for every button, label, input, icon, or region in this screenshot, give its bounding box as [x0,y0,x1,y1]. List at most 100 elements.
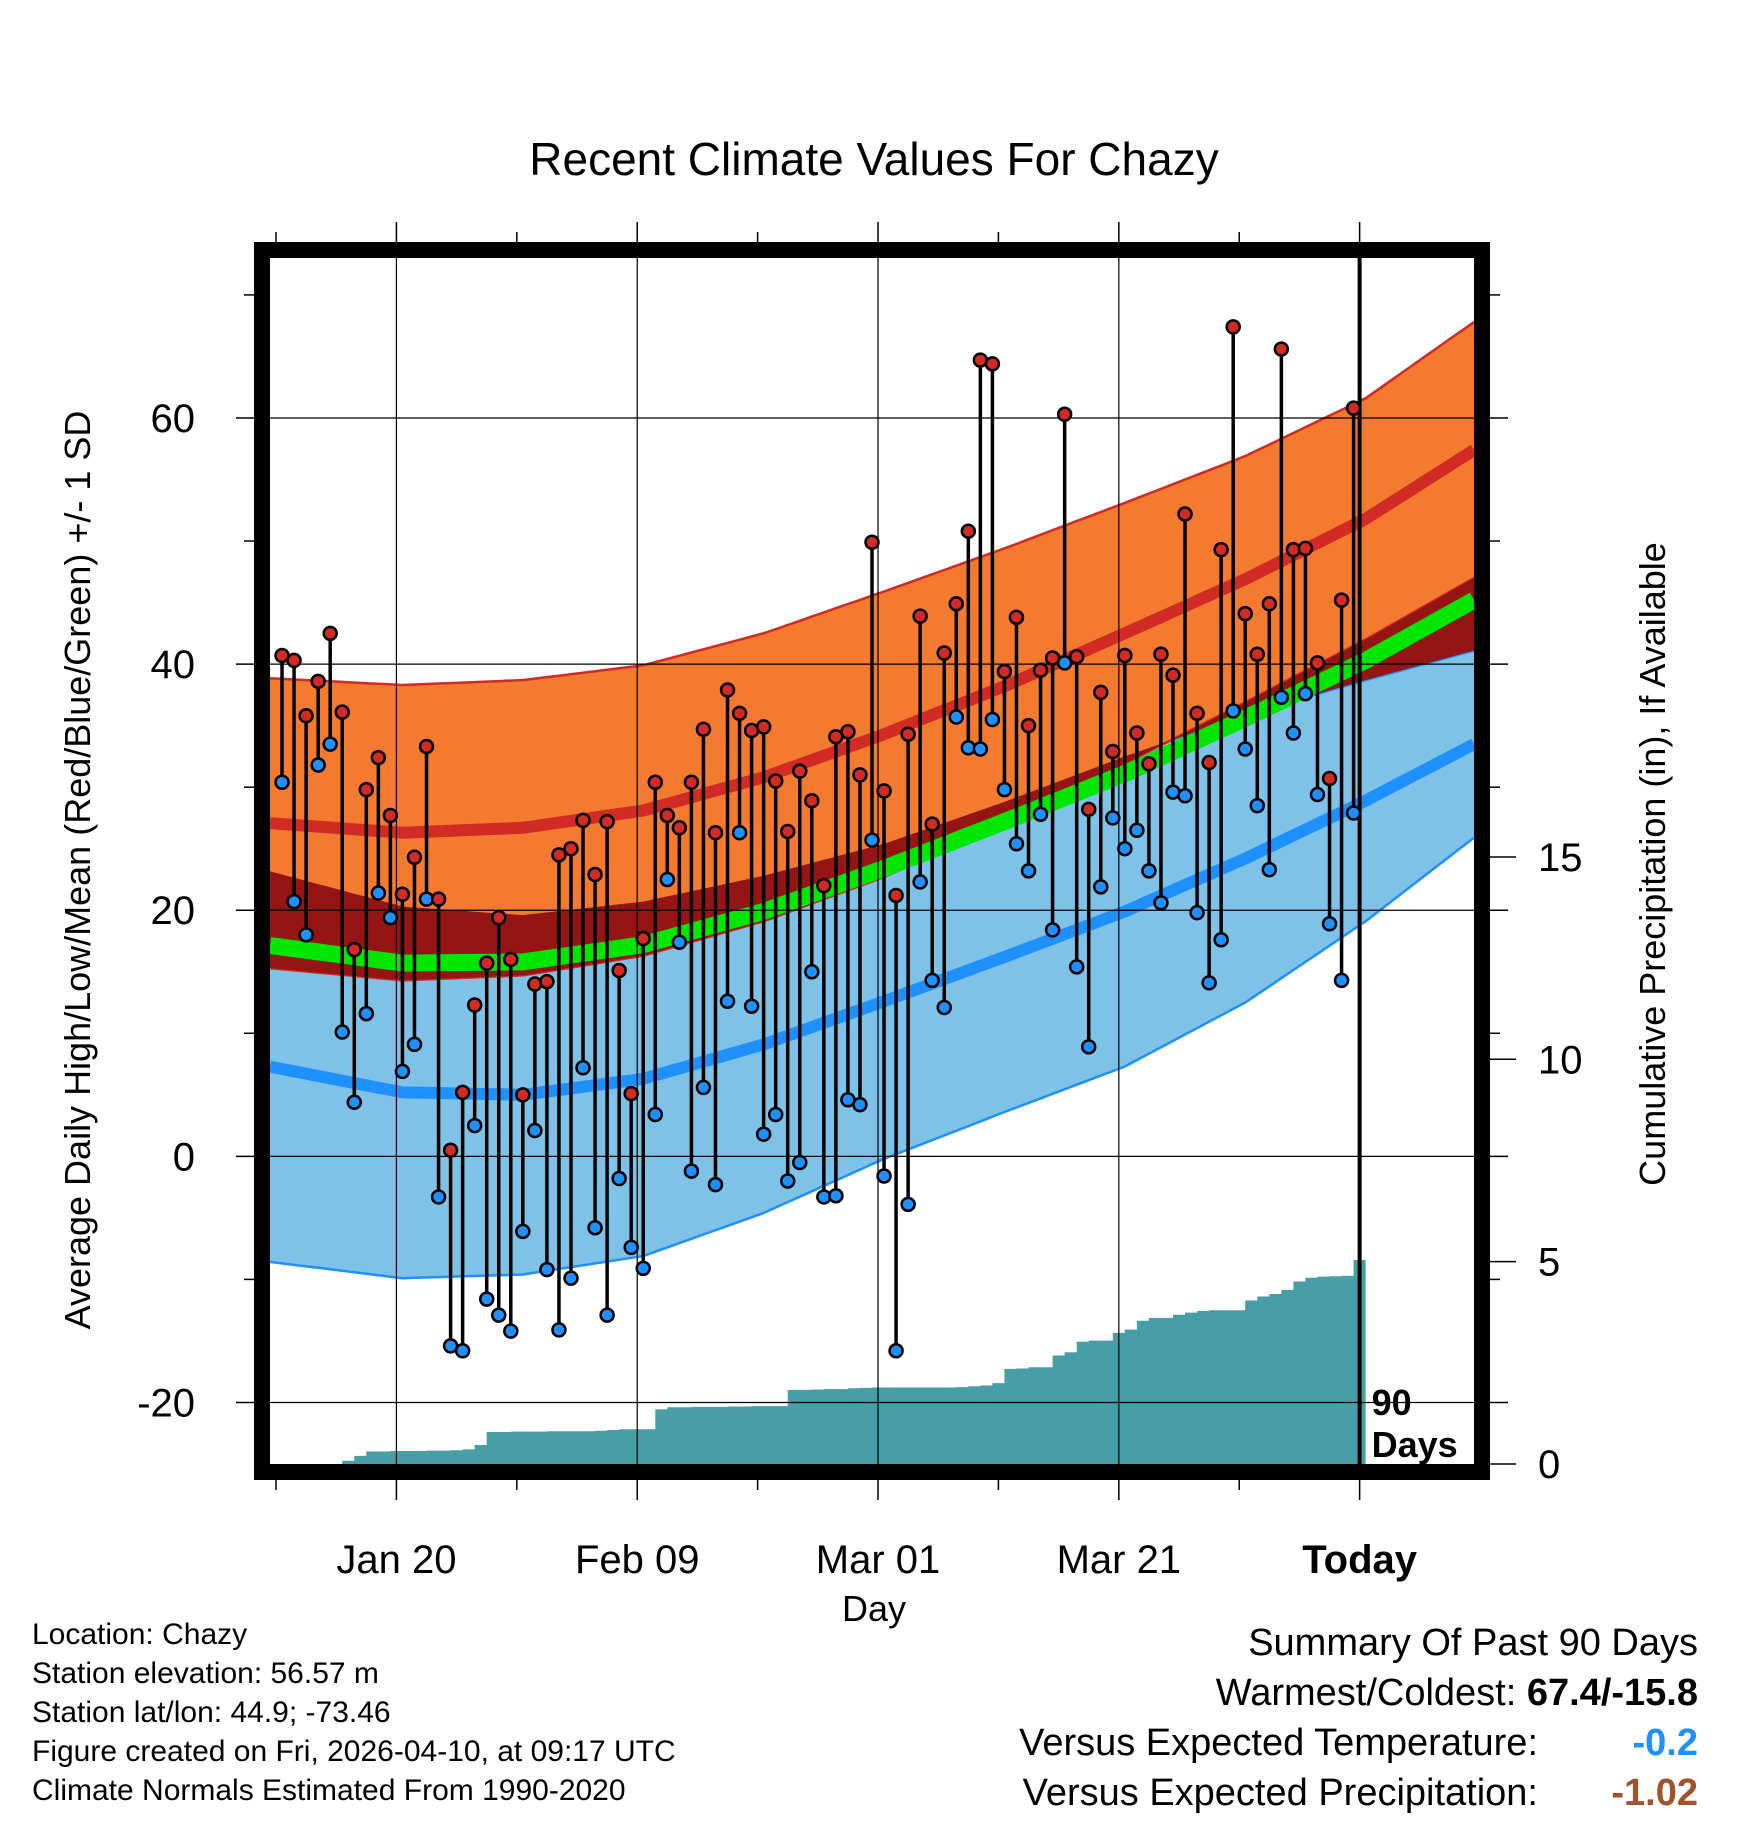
daily-low-point [599,1307,615,1323]
low-sd-lower-edge [269,836,1475,1280]
daily-high-point [1056,406,1073,423]
location-text: Location: Chazy [32,1618,248,1651]
daily-high-point [960,523,977,539]
daily-high-point [539,973,555,990]
daily-low-point [382,909,399,926]
axes: -20 0 20 40 60 0 5 10 15 Jan 20 Feb 09 Mar 01 Mar 21… [137,222,1583,1582]
daily-high-point [1008,609,1025,626]
summary-heading: Summary Of Past 90 Days [1248,1622,1698,1664]
daily-high-point [382,807,399,824]
daily-low-point [623,1239,639,1256]
daily-low-point [322,736,338,752]
daily-low-point [972,741,989,757]
daily-high-point [900,726,916,742]
daily-low-point [1105,810,1121,826]
daily-high-point [515,1087,531,1103]
daily-high-point [346,941,363,958]
daily-high-point [924,816,940,832]
daily-low-point [1032,806,1049,822]
daily-high-point [888,887,904,904]
daily-low-point [298,927,314,943]
y-tick-label: 20 [151,889,196,933]
daily-low-point [503,1323,519,1339]
daily-low-point [1080,1039,1097,1055]
daily-low-point [707,1176,724,1193]
daily-high-point [358,781,375,798]
daily-high-point [695,721,712,738]
daily-high-point [310,673,326,690]
daily-high-point [852,767,868,783]
daily-high-point [984,356,1001,372]
elevation-text: Station elevation: 56.57 m [32,1657,379,1690]
created-text: Figure created on Fri, 2026-04-10, at 09… [32,1735,676,1768]
daily-low-point [635,1260,651,1277]
daily-high-point [527,976,543,992]
daily-high-point [442,1142,459,1158]
daily-high-point [792,763,808,779]
daily-low-point [1056,655,1073,671]
y2-tick-label: 0 [1538,1443,1560,1487]
x-tick-label: Mar 01 [816,1538,941,1582]
daily-high-point [876,783,892,799]
daily-high-point [1129,725,1145,741]
daily-high-point [563,840,579,857]
daily-high-point [804,792,820,809]
summary-precip-row: Versus Expected Precipitation: -1.02 [1019,1768,1698,1818]
daily-high-point [1165,667,1181,683]
today-days-label: 90 Days [1372,1382,1458,1465]
daily-high-point [1068,648,1085,665]
daily-high-point [1032,662,1049,679]
daily-low-point [924,972,940,989]
station-info: Location: Chazy Station elevation: 56.57… [32,1615,676,1810]
daily-low-point [876,1168,892,1184]
daily-high-point [1177,506,1193,522]
daily-high-point [779,823,796,840]
daily-low-point [551,1322,567,1338]
daily-high-point [1153,646,1169,663]
daily-low-point [779,1173,796,1189]
daily-low-point [454,1343,471,1359]
daily-high-point [430,891,447,907]
plot-frame [254,242,1490,1480]
daily-low-point [743,998,760,1014]
daily-high-point [454,1084,471,1101]
daily-high-point [286,652,302,669]
daily-low-point [1020,863,1037,879]
y-axis-title: Average Daily High/Low/Mean (Red/Blue/Gr… [57,411,98,1330]
daily-high-point [767,773,784,789]
daily-low-point [575,1059,591,1076]
daily-low-point [1068,959,1085,975]
daily-low-point [948,709,965,725]
warm-cold-value: 67.4/-15.8 [1526,1672,1698,1714]
daily-high-point [912,608,928,624]
precip-area [282,1260,1366,1464]
x-axis-title: Day [842,1588,906,1629]
daily-low-point [755,1126,772,1142]
daily-low-point [491,1307,507,1323]
daily-low-point [1285,725,1302,741]
daily-low-point [539,1261,555,1278]
daily-high-point [1321,770,1338,787]
daily-low-point [274,774,290,790]
y2-tick-label: 15 [1538,836,1583,880]
daily-low-point [1261,861,1278,878]
daily-high-point [1297,540,1314,557]
daily-low-point [1008,836,1025,852]
daily-low-point [430,1189,447,1205]
daily-low-point [1237,741,1253,757]
daily-high-point [1093,684,1109,701]
daily-high-point [370,749,387,766]
daily-high-point [1225,319,1241,335]
daily-high-point [1213,541,1229,558]
daily-low-point [1309,786,1326,803]
daily-high-point [1105,743,1121,760]
daily-high-point [635,930,651,947]
daily-high-point [671,820,688,836]
daily-high-point [1249,646,1266,663]
daily-high-point [647,774,664,790]
daily-high-point [575,812,591,829]
daily-low-point [1153,895,1169,911]
daily-temperature-marks [274,319,1362,1359]
chart-title: Recent Climate Values For Chazy [529,133,1218,185]
daily-low-point [563,1270,579,1286]
